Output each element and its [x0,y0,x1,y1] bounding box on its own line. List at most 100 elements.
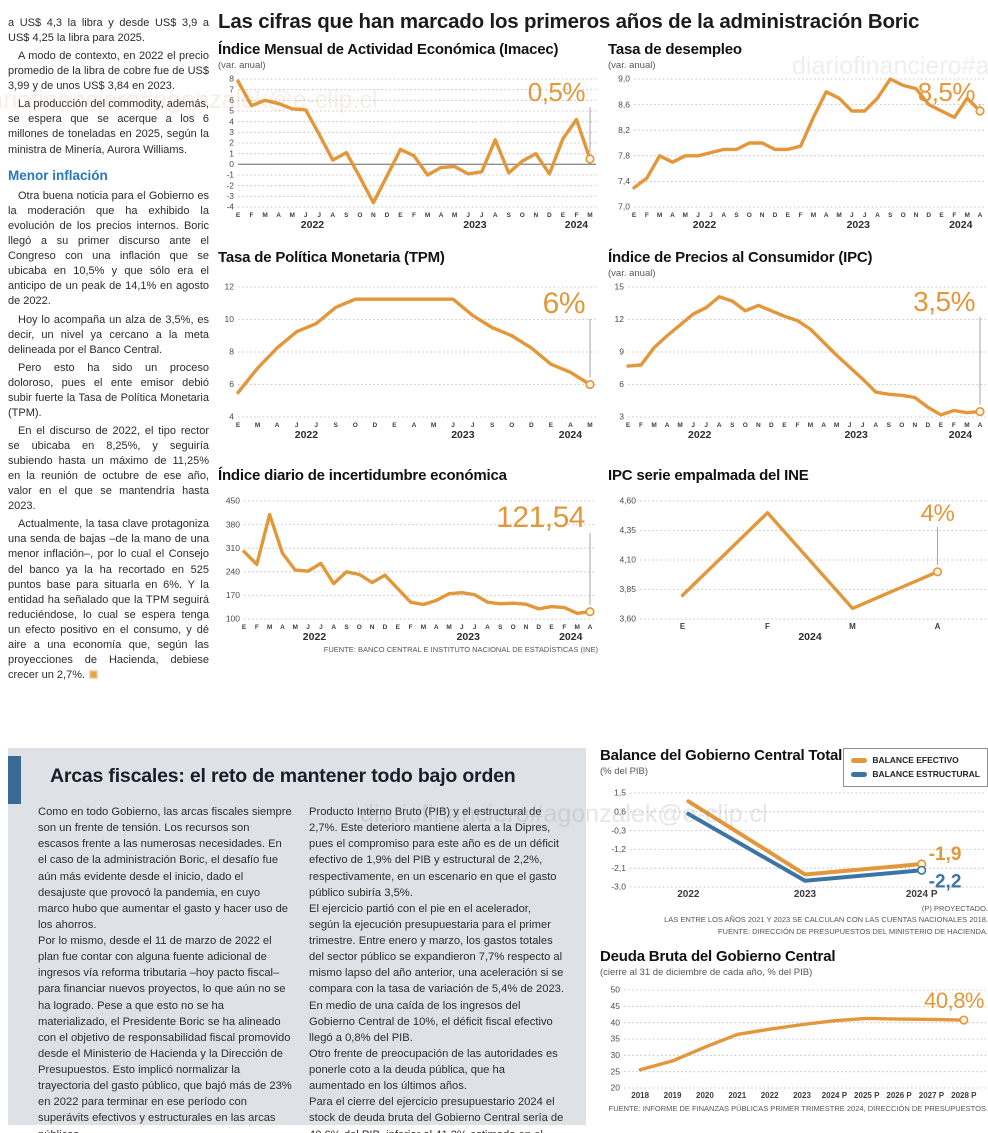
svg-text:M: M [964,212,969,219]
svg-text:2022: 2022 [677,889,700,900]
svg-text:50: 50 [611,985,621,995]
svg-text:2022: 2022 [693,219,717,231]
svg-text:O: O [747,212,752,219]
svg-text:D: D [769,422,774,429]
fiscal-paragraph: En medio de una caída de los ingresos de… [309,999,553,1044]
svg-text:F: F [639,422,643,429]
svg-text:12: 12 [225,281,235,291]
svg-text:2023: 2023 [847,219,871,231]
fiscal-paragraph: Producto Interno Bruto (PIB) y el estruc… [309,806,559,899]
svg-text:M: M [808,422,813,429]
svg-text:M: M [293,624,298,631]
svg-text:J: J [709,212,713,219]
svg-text:-2,2: -2,2 [929,871,962,892]
article-paragraph: a US$ 4,3 la libra y desde US$ 3,9 a US$… [8,17,209,45]
svg-text:E: E [786,212,791,219]
svg-text:15: 15 [615,281,625,291]
chart-title: Índice diario de incertidumbre económica [218,467,507,484]
svg-text:N: N [371,212,376,219]
svg-text:J: J [304,212,308,219]
svg-text:2028 P: 2028 P [951,1091,977,1100]
fiscal-paragraph: Por lo mismo, desde el 11 de marzo de 20… [38,935,292,1133]
svg-text:N: N [524,624,529,631]
svg-text:S: S [334,422,339,429]
empalmada-line-chart: 4,60 4,35 4,10 3,85 3,60 E F M A 2024 4% [608,495,988,643]
svg-text:A: A [331,624,336,631]
svg-text:A: A [439,212,444,219]
svg-text:M: M [677,422,682,429]
svg-text:J: J [850,212,854,219]
svg-text:2022: 2022 [295,429,319,441]
svg-text:2022: 2022 [301,219,325,231]
svg-text:1: 1 [229,148,234,158]
svg-text:J: J [696,212,700,219]
efectivo-swatch-icon [851,757,868,763]
svg-text:9: 9 [619,346,624,356]
svg-text:6: 6 [229,379,234,389]
svg-text:170: 170 [226,590,240,600]
svg-text:J: J [704,422,708,429]
svg-text:2024: 2024 [949,429,973,441]
chart-subtitle: (% del PIB) [600,765,649,777]
svg-text:F: F [765,622,770,631]
svg-text:F: F [952,212,956,219]
svg-text:-0,3: -0,3 [611,825,626,835]
svg-text:S: S [498,624,503,631]
chart-card-deuda: Deuda Bruta del Gobierno Central (cierre… [600,949,988,1113]
chart-source: FUENTE: INFORME DE FINANZAS PÚBLICAS PRI… [608,1103,988,1113]
chart-title: Tasa de desempleo [608,41,742,58]
svg-text:M: M [431,422,436,429]
svg-text:4: 4 [229,116,234,126]
fiscal-paragraph: Como en todo Gobierno, las arcas fiscale… [38,806,292,931]
svg-text:J: J [314,422,318,429]
article-subhead: Menor inflación [8,167,108,183]
svg-text:2025 P: 2025 P [854,1091,880,1100]
svg-text:N: N [914,212,919,219]
svg-text:M: M [574,624,579,631]
svg-text:D: D [373,422,378,429]
fiscal-column-2: Producto Interno Bruto (PIB) y el estruc… [309,804,564,1133]
chart-card-tpm: Tasa de Política Monetaria (TPM) 12 10 8 6 4… [218,249,598,460]
svg-text:F: F [562,624,566,631]
svg-text:8,6: 8,6 [618,99,630,109]
svg-text:J: J [861,422,865,429]
svg-text:-1,2: -1,2 [611,844,626,854]
article-paragraph: Pero esto ha sido un proceso doloroso, p… [8,361,209,419]
svg-text:A: A [721,212,726,219]
svg-text:D: D [926,422,931,429]
svg-text:D: D [926,212,931,219]
svg-text:-3,0: -3,0 [611,881,626,891]
svg-text:2024: 2024 [559,631,583,643]
svg-text:S: S [734,212,739,219]
legend-item-estructural: BALANCE ESTRUCTURAL [851,767,980,781]
article-paragraph: En el discurso de 2022, el tipo rector s… [8,424,209,513]
svg-text:O: O [353,422,358,429]
chart-card-desempleo: Tasa de desempleo (var. anual) 9,0 8,6 8,2… [608,41,988,242]
svg-text:9,0: 9,0 [618,73,630,83]
svg-text:0,5%: 0,5% [528,77,586,107]
desempleo-line-chart: 9,0 8,6 8,2 7,8 7,4 7,0 E F M A M J J A S O N D E F M A M J J A S O… [608,73,988,231]
svg-text:O: O [901,212,906,219]
fiscal-title: Arcas fiscales: el reto de mantener todo… [50,765,516,787]
balance-line-chart: 1,5 0,6 -0,3 -1,2 -2,1 -3,0 2022 2023 2024 P -1,9… [600,783,988,901]
svg-text:O: O [511,624,516,631]
svg-text:6: 6 [229,95,234,105]
svg-text:4%: 4% [921,500,955,527]
svg-text:D: D [383,624,388,631]
svg-text:2024: 2024 [798,631,822,643]
svg-text:40,8%: 40,8% [924,988,984,1013]
svg-text:7,4: 7,4 [618,176,630,186]
ipc-line-chart: 15 12 9 6 3 E F M A M J J A S O N D E F M A M J J A S O N D E F M A 2022 2… [608,281,988,441]
svg-text:S: S [490,422,495,429]
svg-text:M: M [425,212,430,219]
svg-text:6: 6 [619,379,624,389]
svg-text:N: N [912,422,917,429]
svg-text:S: S [344,212,349,219]
svg-text:E: E [236,212,241,219]
svg-text:20: 20 [611,1083,621,1093]
footnote: (P) PROYECTADO. [921,903,988,913]
svg-text:7,0: 7,0 [618,201,630,211]
svg-text:8,5%: 8,5% [918,77,976,107]
article-paragraph: A modo de contexto, en 2022 el precio pr… [8,50,209,93]
svg-text:O: O [743,422,748,429]
